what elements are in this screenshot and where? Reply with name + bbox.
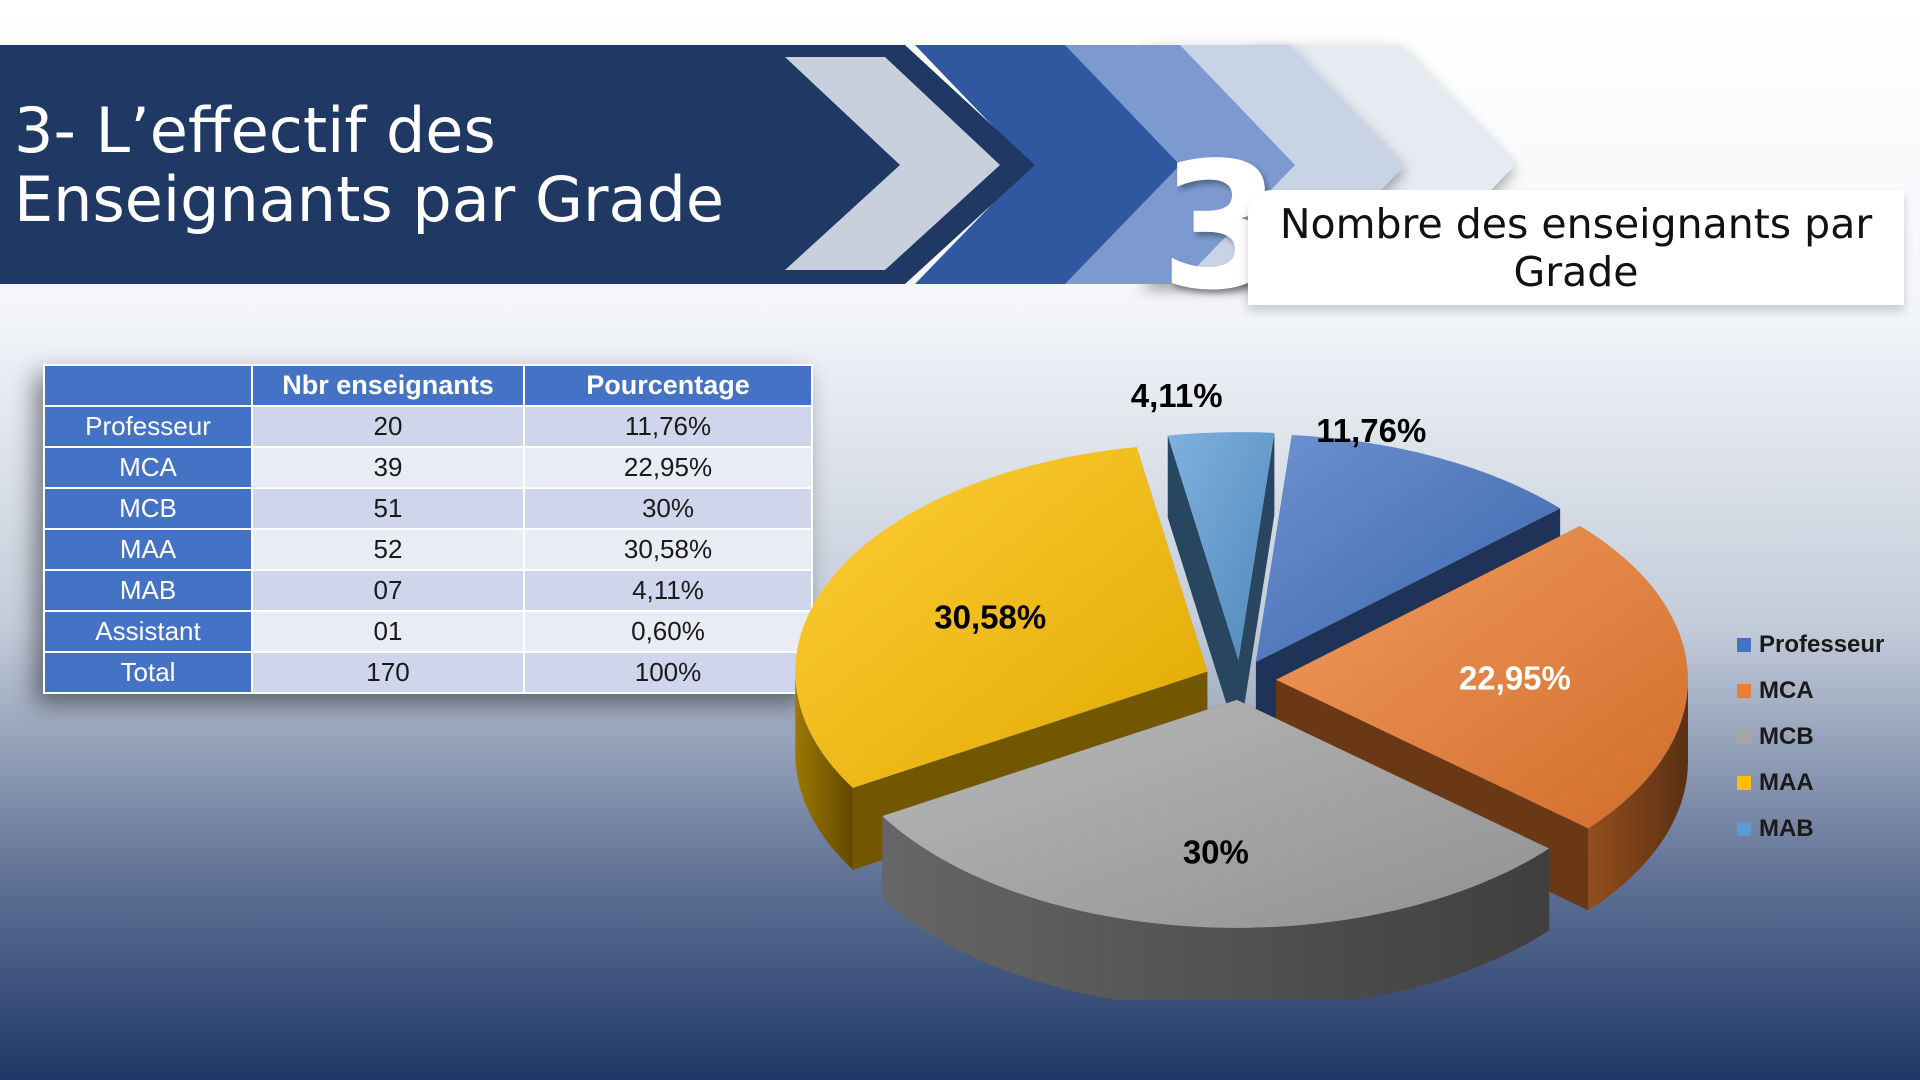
legend-label: MAA [1759,769,1814,796]
legend-label: Professeur [1759,631,1885,658]
banner-chevron-2 [915,45,1180,284]
row-count: 39 [251,446,525,489]
row-grade: Total [43,651,253,694]
legend-swatch [1737,730,1751,744]
data-label-maa: 30,58% [934,598,1046,635]
legend-item-professeur: Professeur [1737,622,1884,668]
slice-wall-mca [1588,679,1688,911]
data-label-professeur: 11,76% [1316,412,1426,449]
row-percent: 0,60% [523,610,813,653]
slice-mcb [882,699,1550,928]
data-label-mab: 4,11% [1131,380,1223,414]
slice-mab [1167,432,1275,661]
row-grade: MAB [43,569,253,612]
table-row: MAB 07 4,11% [43,569,813,612]
row-count: 01 [251,610,525,653]
row-percent: 4,11% [523,569,813,612]
subtitle-box: Nombre des enseignants par Grade [1248,190,1904,305]
legend-swatch [1737,822,1751,836]
row-count: 20 [251,405,525,448]
slice-professeur [1255,435,1561,663]
table-row: MCA 39 22,95% [43,446,813,489]
slice-mca [1275,525,1688,829]
row-percent: 22,95% [523,446,813,489]
table-row: Assistant 01 0,60% [43,610,813,653]
table-row: MCB 51 30% [43,487,813,530]
legend-swatch [1737,684,1751,698]
slice-wall-maa [795,671,853,870]
row-grade: MCA [43,446,253,489]
data-label-mcb: 30% [1183,834,1249,871]
row-grade: MAA [43,528,253,571]
data-label-mca: 22,95% [1459,660,1571,697]
table-row: Total 170 100% [43,651,813,694]
slice-side-mab [1167,435,1239,743]
slice-wall-mcb [882,816,1550,1000]
row-count: 170 [251,651,525,694]
slide-title: 3- L’effectif des Enseignants par Grade [14,94,724,236]
legend-label: MCA [1759,677,1814,704]
table-row: Professeur 20 11,76% [43,405,813,448]
table-header-row: Nbr enseignants Pourcentage [43,364,813,407]
row-grade: Professeur [43,405,253,448]
banner-main-shape [0,45,1035,284]
table-row: MAA 52 30,58% [43,528,813,571]
legend-label: MCB [1759,723,1814,750]
legend-item-maa: MAA [1737,760,1884,806]
row-count: 51 [251,487,525,530]
pie-chart: 11,76% 22,95% 30% 30,58% 4,11% [795,380,1688,1000]
slice-maa [795,447,1208,788]
legend-item-mab: MAB [1737,806,1884,852]
header-count: Nbr enseignants [251,364,525,407]
row-grade: MCB [43,487,253,530]
legend-swatch [1737,638,1751,652]
chart-subtitle: Nombre des enseignants par Grade [1279,199,1873,296]
row-percent: 30% [523,487,813,530]
row-percent: 11,76% [523,405,813,448]
row-count: 52 [251,528,525,571]
row-count: 07 [251,569,525,612]
legend-item-mca: MCA [1737,668,1884,714]
chart-legend: Professeur MCA MCB MAA MAB [1737,622,1884,852]
row-percent: 100% [523,651,813,694]
banner-chevron-1 [785,57,1000,270]
header-percent: Pourcentage [523,364,813,407]
grade-table: Nbr enseignants Pourcentage Professeur 2… [43,364,813,694]
row-grade: Assistant [43,610,253,653]
header-empty [43,364,253,407]
row-percent: 30,58% [523,528,813,571]
legend-item-mcb: MCB [1737,714,1884,760]
legend-swatch [1737,776,1751,790]
legend-label: MAB [1759,815,1814,842]
slice-side-mab [1238,432,1275,743]
